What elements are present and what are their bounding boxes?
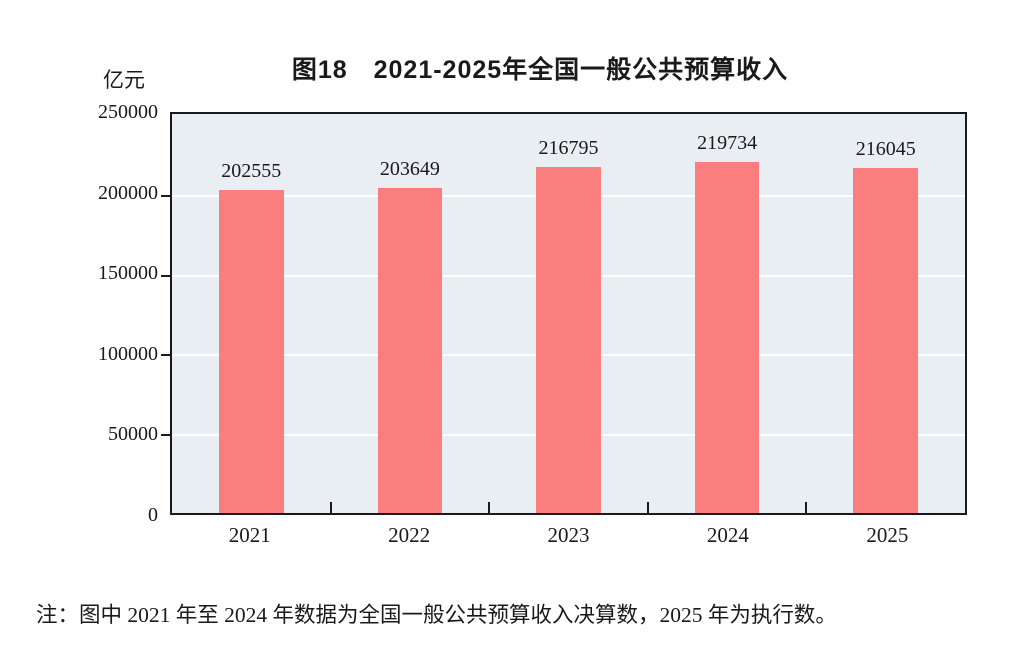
- bar-2024: [694, 162, 760, 513]
- y-axis: 0 50000 100000 150000 200000 250000: [0, 102, 158, 525]
- bar-2023: [536, 167, 601, 513]
- x-tick-label: 2021: [228, 523, 271, 547]
- footnote: 注：图中 2021 年至 2024 年数据为全国一般公共预算收入决算数，2025…: [36, 603, 837, 627]
- y-tick-label: 150000: [98, 262, 158, 285]
- x-tick-mark: [329, 502, 332, 513]
- bar-value-label: 219734: [697, 132, 758, 155]
- x-tick-label: 2024: [706, 523, 749, 547]
- y-tick-mark: [161, 194, 170, 197]
- plot-area: 202555 203649 216795 219734 216045: [161, 112, 967, 515]
- x-axis: 2021 2022 2023 2024 2025: [170, 523, 967, 551]
- x-tick-label: 2025: [866, 523, 909, 547]
- y-tick-mark: [161, 434, 170, 437]
- bar-value-label: 216795: [538, 137, 599, 159]
- x-tick-mark: [805, 502, 808, 513]
- x-tick-label: 2023: [547, 523, 590, 547]
- y-tick-label: 50000: [108, 423, 158, 446]
- bar-value-label: 202555: [221, 159, 282, 182]
- bar-value-label: 216045: [855, 138, 916, 161]
- x-tick-label: 2022: [388, 523, 431, 547]
- bar-2022: [377, 187, 443, 513]
- y-axis-unit-label: 亿元: [103, 68, 145, 92]
- y-tick-label: 0: [148, 504, 158, 526]
- bar-2025: [853, 168, 919, 513]
- y-tick-mark: [161, 354, 170, 357]
- bar-2021: [218, 189, 284, 513]
- chart-title: 图18 2021-2025年全国一般公共预算收入: [291, 56, 789, 84]
- y-tick-label: 200000: [98, 181, 158, 204]
- x-tick-mark: [488, 502, 491, 513]
- y-tick-label: 250000: [98, 101, 158, 123]
- y-tick-label: 100000: [98, 342, 158, 365]
- bar-value-label: 203649: [379, 157, 440, 180]
- x-tick-mark: [646, 502, 649, 513]
- y-tick-mark: [161, 274, 170, 277]
